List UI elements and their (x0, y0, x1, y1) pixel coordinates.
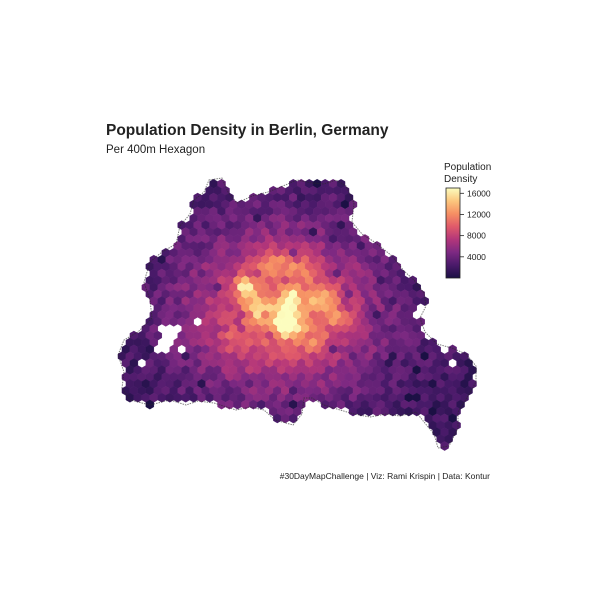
hexagon-cell (328, 399, 338, 410)
legend-title-line2: Density (444, 174, 477, 185)
legend: Population Density 4000 8000 12000 16000 (443, 161, 492, 279)
hexagon-cell (289, 413, 298, 424)
hexagon-cell (233, 399, 242, 410)
hexagon-cell (308, 392, 318, 403)
hexagon-cell (173, 392, 182, 403)
hexagon-cell (205, 392, 214, 403)
legend-title-line1: Population (444, 162, 491, 173)
hexagon-cell (336, 399, 346, 410)
hexagon-cell (161, 316, 170, 327)
hexagon-cell (420, 296, 429, 306)
map-subtitle: Per 400m Hexagon (106, 144, 205, 156)
berlin-boundary (117, 177, 477, 449)
hexagon-cell (197, 392, 206, 403)
hexagon-cell (440, 441, 449, 451)
hexagon-cell (372, 406, 382, 417)
legend-colorbar (445, 187, 461, 279)
hexagon-cell (189, 392, 198, 403)
map-caption: #30DayMapChallenge | Viz: Rami Krispin |… (280, 471, 490, 481)
map-title: Population Density in Berlin, Germany (106, 122, 389, 139)
legend-tick-label: 16000 (467, 188, 491, 198)
legend-tick-label: 8000 (467, 231, 486, 241)
hexagon-cell (217, 399, 226, 410)
legend-tick-label: 12000 (467, 209, 491, 219)
legend-ticks: 4000 8000 12000 16000 (460, 187, 492, 263)
hexagon-cell (169, 316, 178, 327)
hexagon-cell (257, 399, 266, 410)
hexagon-cell (404, 406, 413, 417)
legend-tick-label: 4000 (467, 252, 486, 262)
hexagon-cell (181, 392, 190, 403)
hexagon-layer (117, 177, 477, 451)
